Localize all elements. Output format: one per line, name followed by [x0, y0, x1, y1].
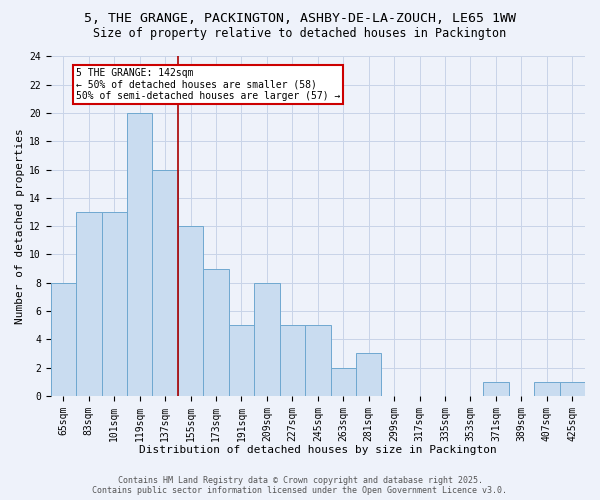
X-axis label: Distribution of detached houses by size in Packington: Distribution of detached houses by size …	[139, 445, 497, 455]
Bar	[203, 268, 229, 396]
Bar	[76, 212, 101, 396]
Bar	[483, 382, 509, 396]
Bar	[560, 382, 585, 396]
Bar	[280, 325, 305, 396]
Bar	[127, 113, 152, 396]
Y-axis label: Number of detached properties: Number of detached properties	[15, 128, 25, 324]
Bar	[50, 282, 76, 396]
Text: Contains HM Land Registry data © Crown copyright and database right 2025.
Contai: Contains HM Land Registry data © Crown c…	[92, 476, 508, 495]
Text: 5 THE GRANGE: 142sqm
← 50% of detached houses are smaller (58)
50% of semi-detac: 5 THE GRANGE: 142sqm ← 50% of detached h…	[76, 68, 340, 101]
Bar	[229, 325, 254, 396]
Text: 5, THE GRANGE, PACKINGTON, ASHBY-DE-LA-ZOUCH, LE65 1WW: 5, THE GRANGE, PACKINGTON, ASHBY-DE-LA-Z…	[84, 12, 516, 26]
Bar	[331, 368, 356, 396]
Text: Size of property relative to detached houses in Packington: Size of property relative to detached ho…	[94, 28, 506, 40]
Bar	[534, 382, 560, 396]
Bar	[356, 354, 382, 396]
Bar	[305, 325, 331, 396]
Bar	[178, 226, 203, 396]
Bar	[101, 212, 127, 396]
Bar	[152, 170, 178, 396]
Bar	[254, 282, 280, 396]
